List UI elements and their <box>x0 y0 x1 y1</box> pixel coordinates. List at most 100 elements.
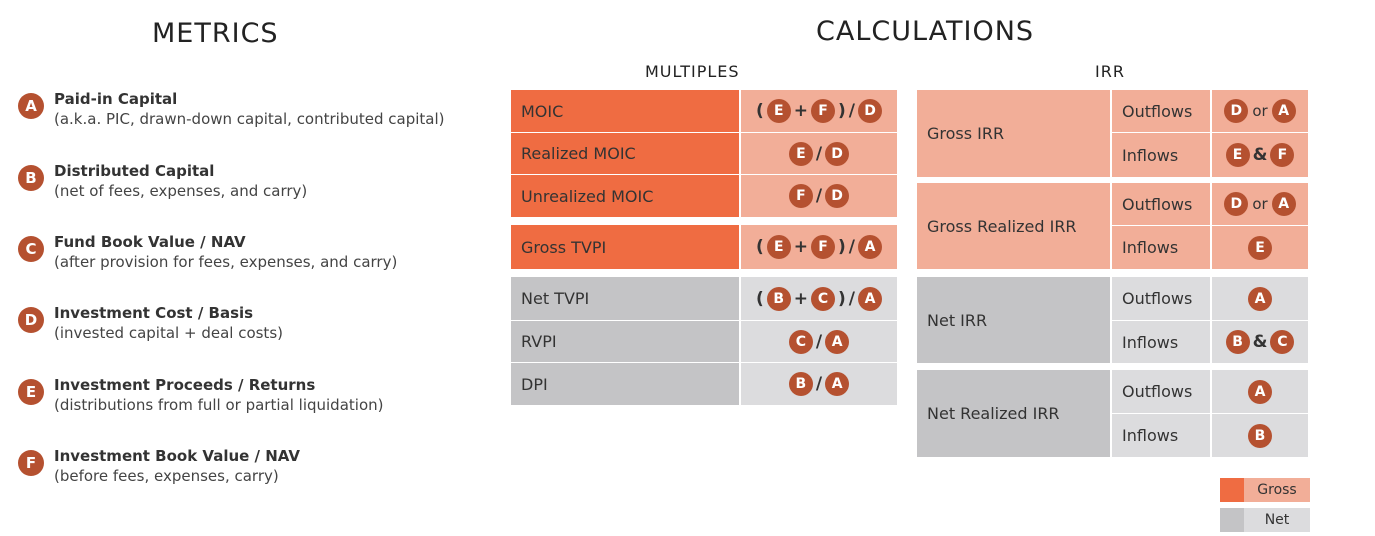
metric-badge-d: D <box>825 141 850 166</box>
irr-label-net-realized: Net Realized IRR <box>917 370 1110 457</box>
metric-item-f: F Investment Book Value / NAV (before fe… <box>18 447 488 497</box>
formula-operator: / <box>815 143 823 164</box>
irr-type-outflows: Outflows <box>1112 90 1210 132</box>
formula-operator: + <box>793 101 809 121</box>
irr-type-inflows: Inflows <box>1112 226 1210 269</box>
metric-badge-d: D <box>1224 99 1249 123</box>
metric-description: (distributions from full or partial liqu… <box>54 396 384 414</box>
formula-operator: + <box>793 237 809 257</box>
metric-item-b: B Distributed Capital (net of fees, expe… <box>18 162 488 212</box>
formula-operator: & <box>1252 332 1268 352</box>
metric-badge-b: B <box>1248 423 1272 448</box>
formula-operator: ( <box>755 288 764 309</box>
irr-label-gross-realized: Gross Realized IRR <box>917 183 1110 269</box>
metric-badge-a: A <box>858 286 883 311</box>
irr-type-outflows: Outflows <box>1112 370 1210 413</box>
irr-formula: B <box>1212 414 1308 457</box>
irr-formula: A <box>1212 370 1308 413</box>
irr-formula: B & C <box>1212 321 1308 363</box>
metric-badge-e: E <box>766 99 791 123</box>
formula-operator: ( <box>755 237 764 257</box>
metric-item-d: D Investment Cost / Basis (invested capi… <box>18 304 488 354</box>
metric-badge-b: B <box>788 372 813 396</box>
metric-title: Investment Book Value / NAV <box>54 447 301 465</box>
metric-badge-e: E <box>788 141 813 166</box>
multiples-title: MULTIPLES <box>645 62 740 81</box>
metric-badge-c: C <box>1270 330 1295 354</box>
multiple-label-moic: MOIC <box>511 90 739 132</box>
irr-formula: E <box>1212 226 1308 269</box>
metric-description: (before fees, expenses, carry) <box>54 467 279 485</box>
irr-type-outflows: Outflows <box>1112 183 1210 225</box>
formula-operator: ) <box>838 237 846 257</box>
metric-badge: F <box>18 450 44 476</box>
legend-net-label: Net <box>1244 508 1310 532</box>
formula-operator: + <box>793 288 809 309</box>
metric-badge: D <box>18 307 44 333</box>
formula-operator: / <box>815 374 823 394</box>
metric-badge-a: A <box>1248 379 1272 404</box>
formula-word: or <box>1252 195 1268 213</box>
multiple-formula-realized-moic: E / D <box>741 133 897 174</box>
metric-badge-d: D <box>858 99 883 123</box>
multiple-label-unrealized-moic: Unrealized MOIC <box>511 175 739 217</box>
irr-type-inflows: Inflows <box>1112 321 1210 363</box>
metric-title: Fund Book Value / NAV <box>54 233 246 251</box>
irr-type-inflows: Inflows <box>1112 133 1210 177</box>
metric-badge: A <box>18 93 44 119</box>
metric-title: Distributed Capital <box>54 162 215 180</box>
metric-title: Investment Proceeds / Returns <box>54 376 316 394</box>
metric-badge: E <box>18 379 44 405</box>
metric-description: (net of fees, expenses, and carry) <box>54 182 308 200</box>
metric-badge-f: F <box>1270 143 1295 167</box>
multiple-formula-gross-tvpi: (E + F) / A <box>741 225 897 269</box>
metric-badge-a: A <box>1248 286 1272 311</box>
formula-operator: ( <box>755 101 764 121</box>
metric-badge-c: C <box>811 286 836 311</box>
metric-badge-b: B <box>766 286 791 311</box>
irr-label-gross: Gross IRR <box>917 90 1110 177</box>
metric-item-a: A Paid-in Capital (a.k.a. PIC, drawn-dow… <box>18 90 488 140</box>
metric-item-c: C Fund Book Value / NAV (after provision… <box>18 233 488 283</box>
metric-title: Paid-in Capital <box>54 90 178 108</box>
multiple-label-dpi: DPI <box>511 363 739 405</box>
formula-operator: / <box>848 237 856 257</box>
multiple-label-net-tvpi: Net TVPI <box>511 277 739 320</box>
metric-badge: B <box>18 165 44 191</box>
multiple-formula-rvpi: C / A <box>741 321 897 362</box>
multiple-formula-net-tvpi: (B + C) / A <box>741 277 897 320</box>
metric-description: (after provision for fees, expenses, and… <box>54 253 398 271</box>
metric-badge-d: D <box>825 184 850 208</box>
metric-badge-a: A <box>825 372 850 396</box>
metric-badge: C <box>18 236 44 262</box>
formula-operator: / <box>848 288 856 309</box>
irr-formula: E & F <box>1212 133 1308 177</box>
irr-label-net: Net IRR <box>917 277 1110 363</box>
metric-badge-e: E <box>1225 143 1250 167</box>
irr-title: IRR <box>1095 62 1125 81</box>
formula-word: or <box>1252 102 1268 120</box>
formula-operator: ) <box>838 288 846 309</box>
metric-description: (invested capital + deal costs) <box>54 324 283 342</box>
calculations-title: CALCULATIONS <box>816 16 1035 47</box>
metric-description: (a.k.a. PIC, drawn-down capital, contrib… <box>54 110 445 128</box>
multiple-label-rvpi: RVPI <box>511 321 739 362</box>
metric-badge-f: F <box>811 235 836 259</box>
formula-operator: ) <box>838 101 846 121</box>
multiple-formula-dpi: B / A <box>741 363 897 405</box>
metric-badge-c: C <box>788 329 813 354</box>
metric-badge-a: A <box>1271 99 1296 123</box>
metric-badge-a: A <box>825 329 850 354</box>
irr-type-inflows: Inflows <box>1112 414 1210 457</box>
legend-net-swatch <box>1220 508 1244 532</box>
metric-badge-a: A <box>858 235 883 259</box>
metric-badge-f: F <box>811 99 836 123</box>
multiple-formula-moic: (E + F) / D <box>741 90 897 132</box>
metric-badge-b: B <box>1225 330 1250 354</box>
metrics-title: METRICS <box>152 18 279 49</box>
metric-badge-a: A <box>1271 192 1296 216</box>
formula-operator: / <box>848 101 856 121</box>
legend-gross-label: Gross <box>1244 478 1310 502</box>
